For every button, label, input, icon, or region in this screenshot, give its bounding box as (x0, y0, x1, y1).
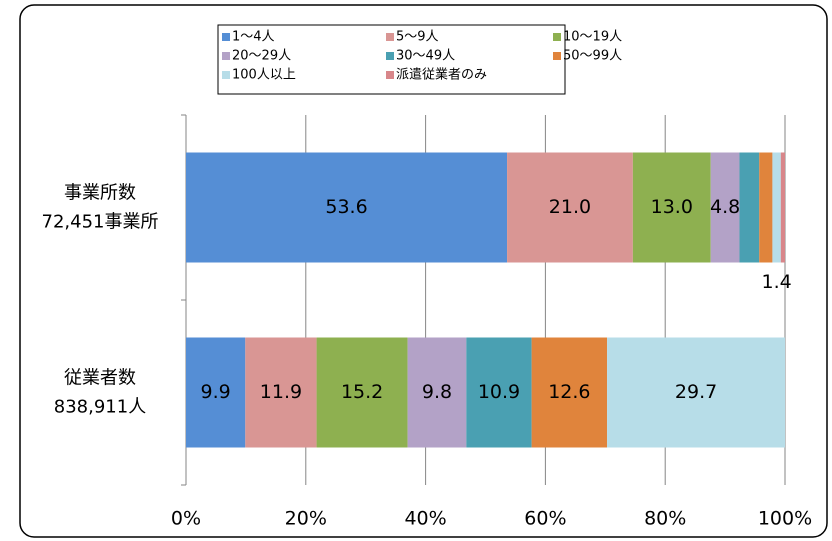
bar-segment (607, 337, 785, 448)
x-tick-label: 0% (171, 508, 201, 530)
legend-label: 30〜49人 (396, 49, 455, 64)
bar-segment (759, 152, 773, 263)
legend-swatch (386, 71, 394, 79)
legend-swatch (222, 71, 230, 79)
value-label: 13.0 (651, 196, 693, 218)
legend-label: 5〜9人 (396, 30, 439, 45)
value-label: 1.4 (762, 271, 792, 293)
x-tick-label: 100% (758, 508, 812, 530)
x-tick-label: 80% (644, 508, 686, 530)
value-label: 53.6 (325, 196, 367, 218)
bar-segment (407, 337, 467, 448)
value-label: 9.8 (422, 381, 452, 403)
legend-swatch (386, 52, 394, 60)
legend-swatch (386, 33, 394, 41)
category-label: 事業所数 (64, 183, 136, 204)
value-label: 15.2 (341, 381, 383, 403)
value-label: 29.7 (675, 381, 717, 403)
value-label: 12.6 (548, 381, 590, 403)
bar-segment (186, 337, 246, 448)
value-label: 4.8 (710, 196, 740, 218)
legend-label: 派遣従業者のみ (396, 67, 487, 83)
legend-swatch (222, 52, 230, 60)
bar-segment (466, 337, 532, 448)
legend-label: 20〜29人 (232, 49, 291, 64)
value-label: 11.9 (260, 381, 302, 403)
bar-segment (772, 152, 781, 263)
value-label: 9.9 (201, 381, 231, 403)
legend-label: 100人以上 (232, 68, 296, 83)
category-label: 従業者数 (64, 368, 136, 389)
bar-segment (632, 152, 711, 263)
category-label: 838,911人 (54, 397, 146, 418)
legend-label: 50〜99人 (563, 49, 622, 64)
bar-segment (780, 152, 785, 263)
legend-label: 10〜19人 (563, 30, 622, 45)
bar-segment (245, 337, 317, 448)
x-tick-label: 60% (524, 508, 566, 530)
legend-label: 1〜4人 (232, 30, 275, 45)
x-tick-label: 40% (404, 508, 446, 530)
value-label: 10.9 (478, 381, 520, 403)
category-label: 72,451事業所 (42, 212, 159, 233)
bar-segment (507, 152, 633, 263)
legend-swatch (553, 33, 561, 41)
x-tick-label: 20% (285, 508, 327, 530)
bar-segment (739, 152, 760, 263)
value-label: 21.0 (549, 196, 591, 218)
bar-segment (531, 337, 608, 448)
bar-segment (316, 337, 408, 448)
bar-segment (710, 152, 740, 263)
legend-swatch (553, 52, 561, 60)
bar-segment (186, 152, 508, 263)
legend-swatch (222, 33, 230, 41)
